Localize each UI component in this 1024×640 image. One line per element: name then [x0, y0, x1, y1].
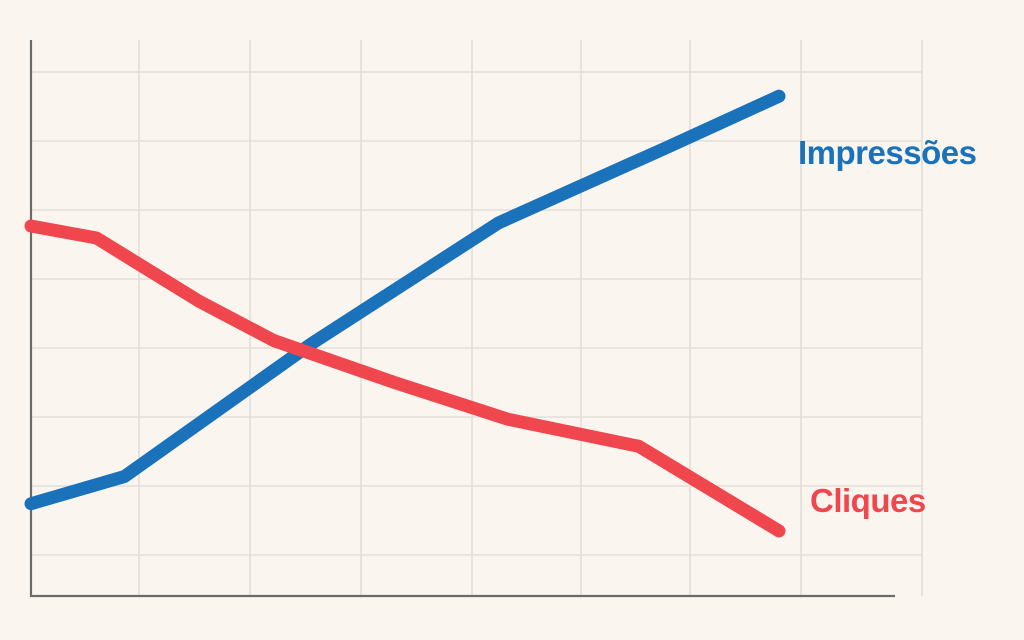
series-group	[24, 89, 786, 538]
series-line-cliques	[24, 219, 786, 538]
series-line-impressoes	[24, 89, 786, 511]
series-label-impressoes: Impressões	[798, 134, 976, 171]
axes	[29, 40, 895, 598]
grid	[31, 40, 923, 596]
series-labels: Impressões Cliques	[798, 134, 977, 519]
series-label-cliques: Cliques	[810, 482, 926, 519]
